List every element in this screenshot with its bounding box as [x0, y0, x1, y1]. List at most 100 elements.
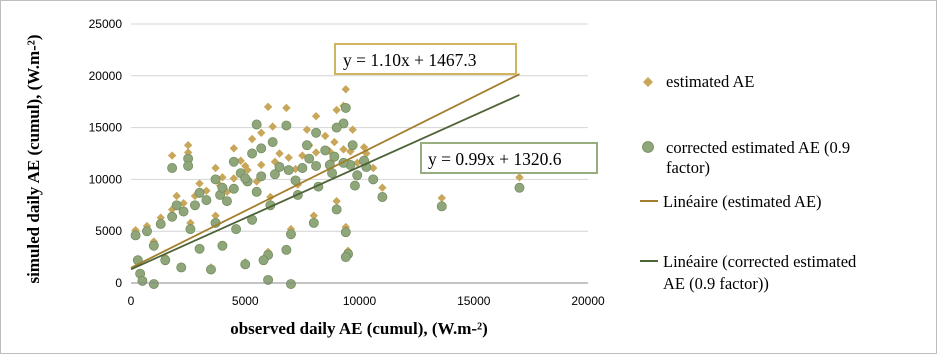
y-tick-label: 10000 [89, 172, 123, 186]
point-corrected-estimated-ae [148, 279, 159, 289]
point-corrected-estimated-ae [270, 169, 280, 180]
y-tick-label: 20000 [89, 69, 123, 83]
point-corrected-estimated-ae [183, 160, 194, 171]
point-estimated-ae [257, 128, 266, 137]
point-estimated-ae [263, 102, 273, 112]
point-estimated-ae [341, 85, 350, 94]
point-corrected-estimated-ae [167, 211, 178, 222]
point-estimated-ae [330, 137, 339, 147]
point-corrected-estimated-ae [142, 226, 152, 237]
trendlines [130, 73, 520, 271]
point-corrected-estimated-ae [286, 229, 296, 240]
point-estimated-ae [284, 153, 293, 162]
equation-estimated-ae: y = 1.10x + 1467.3 [343, 50, 477, 70]
point-estimated-ae [229, 144, 239, 153]
y-tick-label: 5000 [95, 224, 122, 238]
point-corrected-estimated-ae [256, 143, 267, 154]
point-estimated-ae [268, 122, 277, 131]
point-corrected-estimated-ae [228, 156, 239, 167]
point-estimated-ae [332, 105, 341, 115]
x-axis-title: observed daily AE (cumul), (W.m-²) [230, 319, 488, 338]
point-corrected-estimated-ae [251, 119, 262, 130]
point-corrected-estimated-ae [340, 227, 351, 238]
point-corrected-estimated-ae [514, 182, 525, 193]
legend-label-corrected-line1: corrected estimated AE (0.9 [666, 138, 850, 157]
x-tick-label: 5000 [232, 294, 259, 308]
trendline-estimated-ae [130, 73, 520, 269]
series-corrected-estimated-ae [130, 102, 525, 289]
point-corrected-estimated-ae [349, 180, 360, 191]
point-corrected-estimated-ae [167, 163, 178, 173]
point-estimated-ae [167, 151, 177, 160]
point-corrected-estimated-ae [176, 262, 187, 273]
legend-label-estimated-ae: estimated AE [666, 72, 754, 91]
point-corrected-estimated-ae [185, 224, 196, 235]
point-corrected-estimated-ae [206, 264, 216, 275]
point-estimated-ae [348, 125, 357, 134]
trendline-corrected-ae [130, 94, 520, 271]
point-estimated-ae [229, 174, 239, 183]
point-corrected-estimated-ae [340, 252, 351, 263]
point-estimated-ae [321, 131, 330, 141]
point-corrected-estimated-ae [258, 255, 269, 266]
point-corrected-estimated-ae [247, 148, 258, 159]
point-corrected-estimated-ae [201, 195, 212, 206]
point-estimated-ae [282, 103, 291, 113]
x-tick-label: 20000 [571, 294, 605, 308]
point-corrected-estimated-ae [308, 217, 319, 228]
point-estimated-ae [172, 191, 181, 201]
x-tick-label: 10000 [343, 294, 377, 308]
point-corrected-estimated-ae [347, 140, 358, 151]
point-estimated-ae [275, 149, 284, 158]
point-corrected-estimated-ae [331, 204, 342, 215]
point-corrected-estimated-ae [217, 240, 228, 251]
point-corrected-estimated-ae [274, 162, 285, 172]
x-axis-ticks: 0 5000 10000 15000 20000 [128, 294, 605, 308]
point-estimated-ae [302, 125, 312, 134]
point-corrected-estimated-ae [331, 122, 342, 133]
point-estimated-ae [362, 149, 371, 158]
point-estimated-ae [437, 193, 446, 203]
point-corrected-estimated-ae [340, 102, 351, 113]
point-corrected-estimated-ae [155, 218, 166, 229]
point-corrected-estimated-ae [329, 151, 340, 162]
point-corrected-estimated-ae [368, 174, 379, 185]
point-corrected-estimated-ae [436, 201, 447, 212]
point-estimated-ae [339, 145, 348, 154]
point-corrected-estimated-ae [377, 192, 388, 202]
point-estimated-ae [247, 134, 257, 144]
point-estimated-ae [211, 163, 220, 173]
point-corrected-estimated-ae [160, 255, 171, 266]
x-tick-label: 15000 [457, 294, 491, 308]
point-estimated-ae [195, 179, 204, 188]
legend-label-linear-corrected-line2: AE (0.9 factor)) [663, 274, 769, 293]
point-corrected-estimated-ae [327, 168, 338, 179]
point-estimated-ae [378, 183, 387, 192]
point-estimated-ae [222, 187, 232, 197]
point-corrected-estimated-ae [256, 171, 267, 182]
point-corrected-estimated-ae [194, 187, 205, 198]
point-corrected-estimated-ae [171, 200, 182, 211]
point-corrected-estimated-ae [301, 140, 312, 151]
equation-corrected-ae: y = 0.99x + 1320.6 [428, 149, 562, 169]
gridlines [131, 23, 588, 232]
point-corrected-estimated-ae [311, 127, 322, 138]
point-corrected-estimated-ae [283, 165, 294, 176]
y-axis-ticks: 0 5000 10000 15000 20000 25000 [89, 17, 123, 290]
point-corrected-estimated-ae [130, 230, 141, 241]
point-corrected-estimated-ae [194, 243, 205, 254]
y-tick-label: 15000 [89, 121, 123, 135]
point-corrected-estimated-ae [148, 240, 159, 251]
point-corrected-estimated-ae [210, 174, 221, 185]
point-corrected-estimated-ae [190, 200, 200, 211]
point-corrected-estimated-ae [267, 137, 278, 148]
point-corrected-estimated-ae [217, 182, 228, 193]
legend-label-linear-corrected-line1: Linéaire (corrected estimated [663, 252, 857, 271]
point-corrected-estimated-ae [281, 120, 292, 131]
point-corrected-estimated-ae [352, 170, 363, 181]
point-corrected-estimated-ae [231, 224, 242, 235]
point-estimated-ae [515, 173, 524, 182]
legend-label-linear-estimated: Linéaire (estimated AE) [663, 192, 822, 211]
legend: estimated AE corrected estimated AE (0.9… [640, 72, 857, 293]
